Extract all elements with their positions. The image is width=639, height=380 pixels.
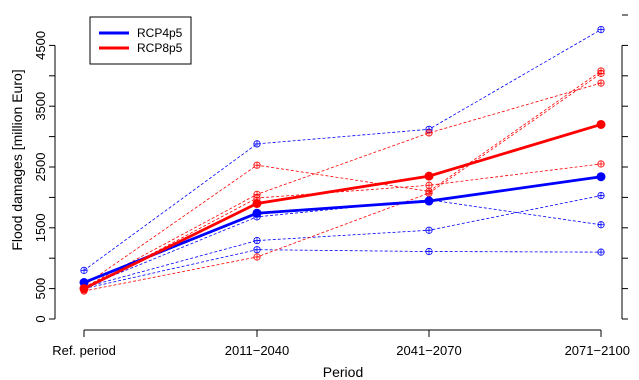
y-tick-label: 500 [33, 278, 48, 300]
ensemble-member-line [83, 82, 602, 288]
ensemble-member-line [83, 199, 602, 288]
y-tick-label: 1500 [33, 213, 48, 242]
series-point-rcp8p5 [79, 284, 89, 294]
ensemble-member-line [83, 29, 602, 271]
y-axis-title: Flood damages [million Euro] [9, 69, 25, 250]
legend-box [89, 16, 192, 65]
series-point-rcp4p5 [424, 196, 434, 206]
ensemble-member-line [83, 163, 602, 291]
ensemble-member-line [83, 70, 602, 286]
series-point-rcp8p5 [424, 171, 434, 181]
series-point-rcp8p5 [252, 198, 262, 208]
y-tick-label: 0 [33, 315, 48, 322]
ensemble-member-line [83, 73, 602, 292]
series-line-rcp8p5 [83, 123, 602, 290]
x-axis-title: Period [323, 364, 363, 380]
series-line-rcp4p5 [83, 175, 602, 284]
legend: RCP4p5 RCP8p5 [89, 16, 192, 65]
legend-label-rcp8p5: RCP8p5 [137, 41, 183, 55]
ensemble-member-line [83, 195, 602, 288]
x-tick-label: 2011−2040 [225, 343, 289, 358]
ensemble-member-line [83, 249, 602, 289]
x-tick-label: 2041−2070 [396, 343, 461, 358]
y-tick-label: 2500 [33, 153, 48, 182]
legend-label-rcp4p5: RCP4p5 [137, 26, 183, 40]
series-point-rcp8p5 [596, 119, 606, 129]
y-tick-label: 4500 [33, 31, 48, 60]
x-tick-label: Ref. period [52, 343, 116, 358]
series-point-rcp4p5 [596, 172, 606, 182]
series-point-rcp4p5 [252, 208, 262, 218]
x-tick-label: 2071−2100 [565, 343, 630, 358]
y-tick-label: 3500 [33, 92, 48, 121]
